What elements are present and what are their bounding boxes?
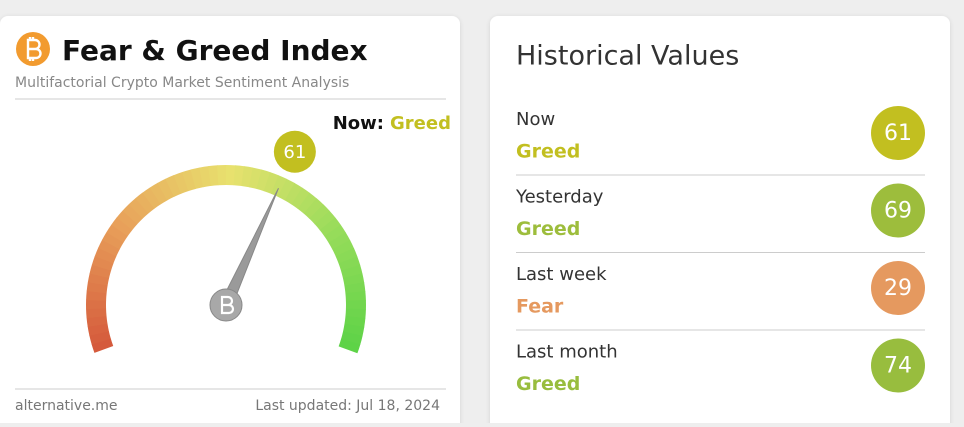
gauge-arc <box>263 172 279 194</box>
subtitle: Multifactorial Crypto Market Sentiment A… <box>15 75 349 91</box>
value-circle <box>871 183 925 238</box>
gauge-arc <box>303 198 324 219</box>
row-label: Now <box>516 109 555 130</box>
gauge-arc <box>199 166 212 188</box>
gauge-arc <box>116 210 138 231</box>
value-circle <box>871 106 925 160</box>
gauge-arc <box>338 338 361 354</box>
gauge-arc <box>284 182 303 205</box>
gauge-arc <box>345 300 366 310</box>
gauge-arc <box>217 165 227 186</box>
gauge-arc <box>165 175 182 197</box>
gauge-arc <box>102 231 124 250</box>
gauge-arc <box>345 291 366 302</box>
gauge-arc <box>181 169 196 192</box>
gauge-arc <box>86 308 107 319</box>
gauge-arc <box>98 239 120 257</box>
hub-icon <box>220 295 235 315</box>
gauge-arc <box>297 192 317 214</box>
row-classification: Greed <box>516 373 580 395</box>
gauge-arc <box>142 187 161 209</box>
gauge-arc <box>344 282 366 294</box>
value-bubble <box>273 130 316 173</box>
gauge: 61 <box>86 130 366 354</box>
gauge-arc <box>106 224 128 243</box>
gauge-arc <box>324 224 346 243</box>
gauge-arc <box>248 167 262 190</box>
history-card <box>490 16 950 427</box>
gauge-arc <box>332 239 355 257</box>
gauge-arc <box>173 171 189 194</box>
gauge-arc <box>122 203 143 225</box>
gauge-arc <box>87 273 110 286</box>
gauge-arc <box>345 308 366 319</box>
gauge-arc <box>135 192 155 214</box>
value-circle <box>871 338 925 393</box>
gauge-arc <box>314 210 336 231</box>
gauge-arc <box>319 217 341 237</box>
row-value: 74 <box>884 354 912 379</box>
gauge-arc <box>91 338 114 353</box>
gauge-arc <box>89 264 112 279</box>
bitcoin-icon <box>16 32 50 66</box>
gauge-arc <box>208 165 219 186</box>
now-label: Now: <box>333 113 384 134</box>
gauge-value: 61 <box>283 142 306 163</box>
title: Fear & Greed Index <box>62 34 368 67</box>
row-classification: Fear <box>516 296 564 318</box>
gauge-arc <box>91 255 114 271</box>
gauge-arc <box>344 316 366 328</box>
gauge-arc <box>86 315 108 327</box>
gauge-arc <box>94 247 117 264</box>
gauge-arc <box>86 290 107 301</box>
row-value: 29 <box>884 276 912 301</box>
gauge-arc <box>149 182 168 205</box>
gauge-arc <box>190 167 204 189</box>
gauge-arc <box>277 178 295 201</box>
gauge-arc <box>87 323 109 336</box>
row-label: Last week <box>516 264 607 285</box>
row-value: 69 <box>884 199 912 224</box>
gauge-arc <box>226 165 236 186</box>
gauge-arc <box>328 232 351 250</box>
row-classification: Greed <box>516 141 580 163</box>
gauge-arc <box>342 273 365 286</box>
gauge-arc <box>342 323 365 337</box>
gauge-arc <box>309 204 330 225</box>
gauge-arc <box>291 187 310 209</box>
gauge-arc <box>111 217 133 237</box>
row-classification: Greed <box>516 218 580 240</box>
gauge-arc <box>128 197 149 219</box>
gauge-arc <box>270 175 288 198</box>
gauge-arc <box>256 169 271 192</box>
gauge-arc <box>86 299 107 310</box>
now-classification: Greed <box>390 113 451 134</box>
row-label: Last month <box>516 342 618 363</box>
history-list: Now Greed 61 Yesterday Greed 69 Last week Fear 2… <box>515 106 925 395</box>
value-circle <box>871 261 925 315</box>
row-value: 61 <box>884 121 912 146</box>
gauge-arc <box>341 331 363 345</box>
gauge-arc <box>338 256 361 271</box>
history-title: Historical Values <box>516 41 739 72</box>
row-label: Yesterday <box>515 187 604 208</box>
source: alternative.me <box>15 398 118 414</box>
last-updated: Last updated: Jul 18, 2024 <box>255 398 440 414</box>
gauge-arc <box>233 165 245 187</box>
gauge-arc <box>157 178 175 201</box>
gauge-arc <box>335 248 358 264</box>
